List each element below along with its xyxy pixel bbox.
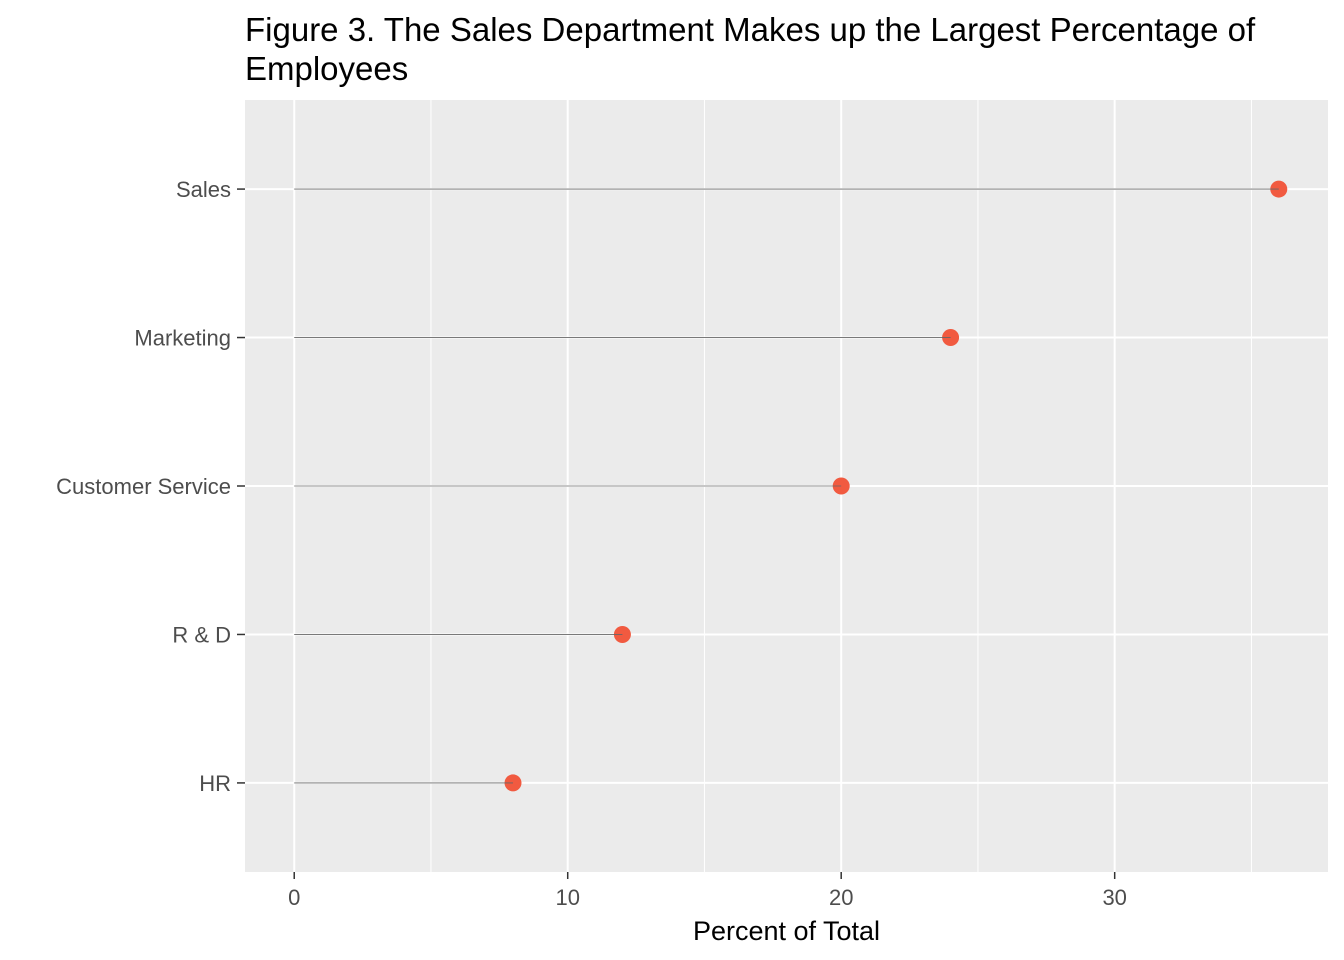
y-tick-label: R & D xyxy=(172,622,231,647)
y-tick-label: HR xyxy=(199,771,231,796)
chart-title: Figure 3. The Sales Department Makes up … xyxy=(245,11,1256,87)
y-tick-label: Customer Service xyxy=(56,474,231,499)
y-tick-label: Marketing xyxy=(134,326,231,351)
x-tick-label: 30 xyxy=(1102,885,1126,910)
y-tick-label: Sales xyxy=(176,177,231,202)
x-tick-label: 0 xyxy=(288,885,300,910)
x-axis-label: Percent of Total xyxy=(693,916,880,946)
x-tick-label: 20 xyxy=(829,885,853,910)
x-tick-label: 10 xyxy=(555,885,579,910)
